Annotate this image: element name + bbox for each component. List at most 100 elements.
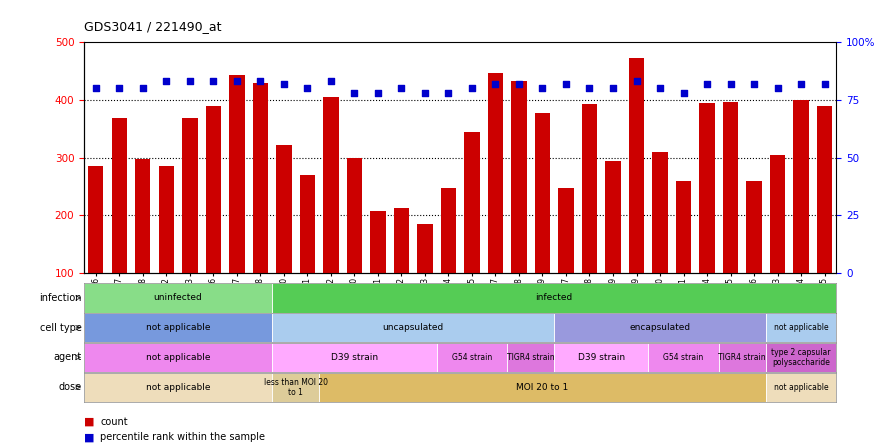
- Bar: [273, 343, 436, 372]
- Bar: [273, 313, 554, 342]
- Point: [300, 85, 314, 92]
- Point: [700, 80, 714, 87]
- Point: [512, 80, 526, 87]
- Text: not applicable: not applicable: [146, 323, 211, 332]
- Point: [747, 80, 761, 87]
- Text: dose: dose: [58, 382, 81, 392]
- Text: uninfected: uninfected: [154, 293, 203, 302]
- Text: GDS3041 / 221490_at: GDS3041 / 221490_at: [84, 20, 221, 33]
- Point: [253, 78, 267, 85]
- Text: less than MOI 20
to 1: less than MOI 20 to 1: [264, 378, 327, 396]
- Point: [159, 78, 173, 85]
- Text: not applicable: not applicable: [773, 323, 828, 332]
- Text: not applicable: not applicable: [146, 353, 211, 362]
- Bar: [766, 313, 836, 342]
- Point: [818, 80, 832, 87]
- Bar: [746, 181, 762, 273]
- Point: [442, 89, 456, 96]
- Bar: [465, 132, 480, 273]
- Text: type 2 capsular
polysaccharide: type 2 capsular polysaccharide: [772, 348, 831, 367]
- Point: [794, 80, 808, 87]
- Text: not applicable: not applicable: [773, 383, 828, 392]
- Bar: [319, 373, 766, 402]
- Point: [465, 85, 479, 92]
- Bar: [276, 145, 291, 273]
- Bar: [558, 188, 573, 273]
- Point: [395, 85, 409, 92]
- Bar: [766, 343, 836, 372]
- Bar: [648, 343, 719, 372]
- Bar: [112, 119, 127, 273]
- Bar: [300, 175, 315, 273]
- Bar: [488, 73, 503, 273]
- Bar: [229, 75, 244, 273]
- Point: [183, 78, 197, 85]
- Bar: [581, 104, 597, 273]
- Bar: [418, 224, 433, 273]
- Point: [582, 85, 596, 92]
- Bar: [512, 81, 527, 273]
- Point: [629, 78, 643, 85]
- Text: TIGR4 strain: TIGR4 strain: [719, 353, 766, 362]
- Text: MOI 20 to 1: MOI 20 to 1: [516, 383, 568, 392]
- Point: [206, 78, 220, 85]
- Bar: [84, 283, 273, 313]
- Bar: [507, 343, 554, 372]
- Bar: [205, 106, 221, 273]
- Bar: [135, 159, 150, 273]
- Text: infected: infected: [535, 293, 573, 302]
- Bar: [723, 102, 738, 273]
- Point: [135, 85, 150, 92]
- Point: [371, 89, 385, 96]
- Bar: [84, 373, 273, 402]
- Text: uncapsulated: uncapsulated: [382, 323, 443, 332]
- Bar: [605, 161, 620, 273]
- Text: G54 strain: G54 strain: [452, 353, 492, 362]
- Text: count: count: [100, 417, 127, 427]
- Bar: [370, 211, 386, 273]
- Text: encapsulated: encapsulated: [629, 323, 690, 332]
- Bar: [158, 166, 174, 273]
- Bar: [88, 166, 104, 273]
- Point: [771, 85, 785, 92]
- Bar: [347, 158, 362, 273]
- Point: [535, 85, 550, 92]
- Text: ■: ■: [84, 417, 95, 427]
- Text: infection: infection: [39, 293, 81, 303]
- Bar: [394, 208, 409, 273]
- Bar: [676, 181, 691, 273]
- Bar: [554, 343, 648, 372]
- Bar: [253, 83, 268, 273]
- Point: [112, 85, 127, 92]
- Bar: [441, 188, 456, 273]
- Point: [559, 80, 573, 87]
- Bar: [273, 373, 319, 402]
- Bar: [554, 313, 766, 342]
- Text: D39 strain: D39 strain: [331, 353, 378, 362]
- Bar: [652, 152, 667, 273]
- Bar: [84, 313, 273, 342]
- Point: [653, 85, 667, 92]
- Text: TIGR4 strain: TIGR4 strain: [507, 353, 555, 362]
- Point: [418, 89, 432, 96]
- Bar: [182, 119, 197, 273]
- Point: [347, 89, 361, 96]
- Point: [676, 89, 690, 96]
- Bar: [817, 106, 832, 273]
- Point: [723, 80, 737, 87]
- Bar: [273, 283, 836, 313]
- Text: D39 strain: D39 strain: [578, 353, 625, 362]
- Text: agent: agent: [53, 353, 81, 362]
- Bar: [766, 373, 836, 402]
- Point: [324, 78, 338, 85]
- Bar: [629, 58, 644, 273]
- Text: not applicable: not applicable: [146, 383, 211, 392]
- Bar: [436, 343, 507, 372]
- Text: G54 strain: G54 strain: [664, 353, 704, 362]
- Text: ■: ■: [84, 432, 95, 442]
- Bar: [770, 155, 785, 273]
- Bar: [719, 343, 766, 372]
- Bar: [535, 113, 550, 273]
- Point: [88, 85, 103, 92]
- Bar: [794, 100, 809, 273]
